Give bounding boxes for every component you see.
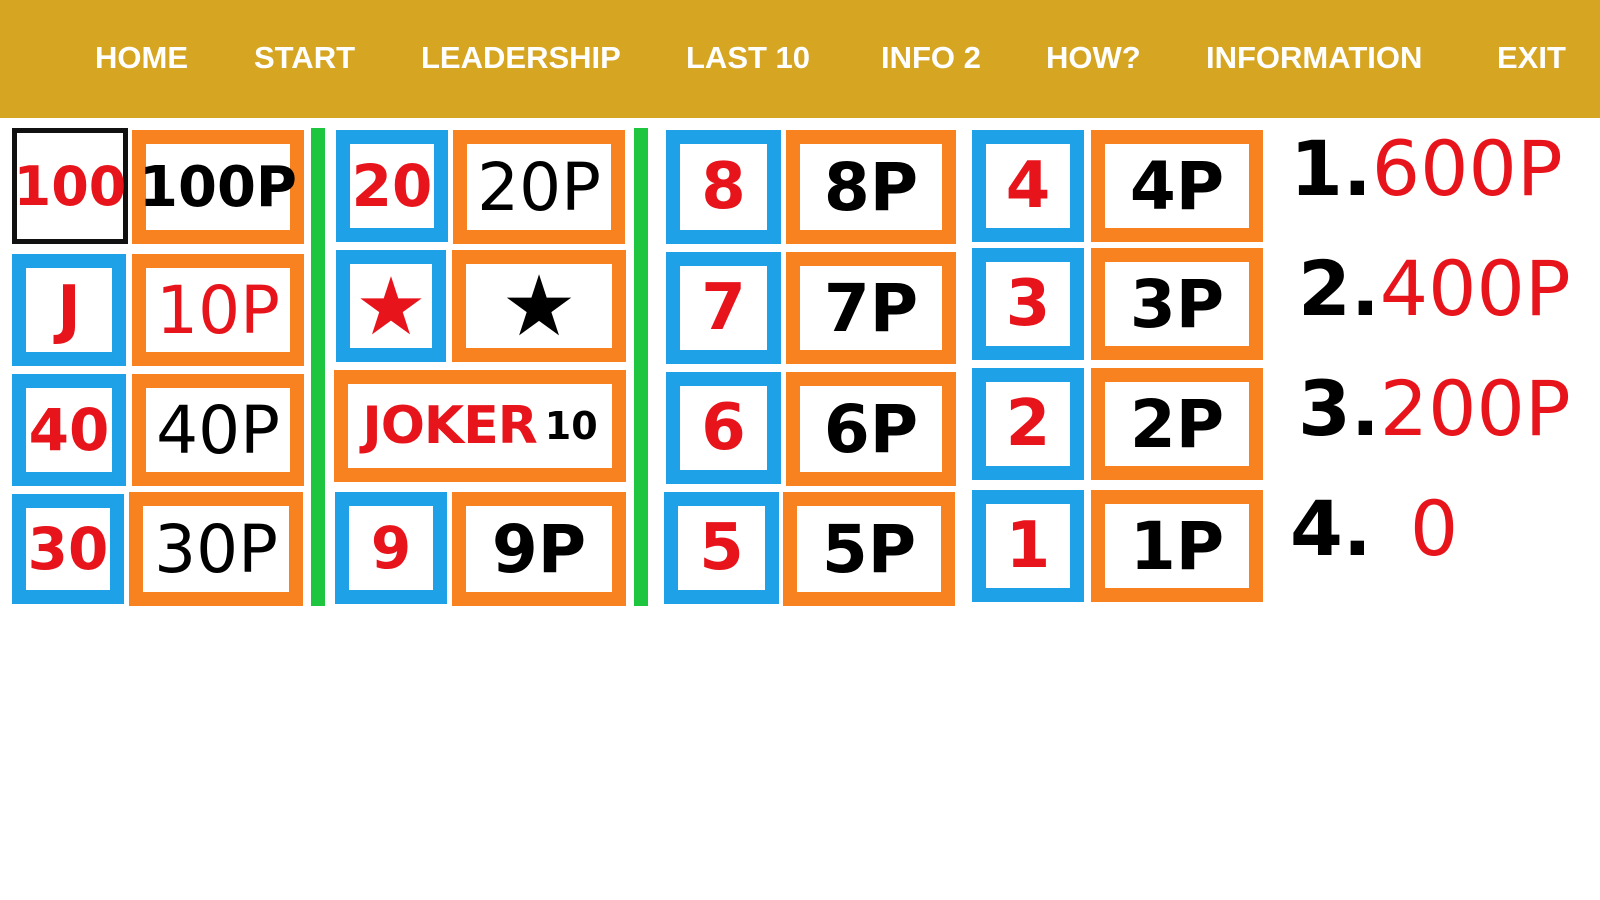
payout-10p[interactable]: 10P [132,254,304,366]
bet-symbol-40[interactable]: 40 [12,374,126,486]
bet-symbol-2[interactable]: 2 [972,368,1084,480]
rank-number: 2. [1298,244,1380,333]
rank-number: 3. [1298,364,1380,453]
bet-symbol-5[interactable]: 5 [664,492,779,604]
payout-4p[interactable]: 4P [1091,130,1263,242]
column-divider [634,128,648,606]
ranking-row-3: 3.200P [1298,364,1571,453]
payout-1p[interactable]: 1P [1091,490,1263,602]
star-icon: ★ [355,259,427,353]
bet-symbol-3[interactable]: 3 [972,248,1084,360]
payout-9p[interactable]: 9P [452,492,626,606]
ranking-row-4: 4. 0 [1290,484,1458,573]
rank-value: 600P [1371,124,1563,213]
bet-symbol-6[interactable]: 6 [666,372,781,484]
column-divider [311,128,325,606]
top-nav-bar: HOME START LEADERSHIP LAST 10 INFO 2 HOW… [0,0,1600,118]
bet-symbol-1[interactable]: 1 [972,490,1084,602]
rank-value: 200P [1379,364,1571,453]
ranking-row-1: 1.600P [1290,124,1563,213]
ranking-row-2: 2.400P [1298,244,1571,333]
rank-number: 4. [1290,484,1372,573]
payout-30p[interactable]: 30P [129,492,303,606]
bet-symbol-9[interactable]: 9 [335,492,447,604]
bet-symbol-8[interactable]: 8 [666,130,781,244]
payout-star[interactable]: ★ [452,250,626,362]
payout-3p[interactable]: 3P [1091,248,1263,360]
rank-number: 1. [1290,124,1372,213]
payout-40p[interactable]: 40P [132,374,304,486]
nav-last-10[interactable]: LAST 10 [686,40,811,75]
bet-symbol-30[interactable]: 30 [12,494,124,604]
payout-6p[interactable]: 6P [786,372,956,486]
bet-symbol-7[interactable]: 7 [666,252,781,364]
bet-symbol-20[interactable]: 20 [336,130,448,242]
nav-leadership[interactable]: LEADERSHIP [421,40,621,75]
nav-info-2[interactable]: INFO 2 [881,40,981,75]
payout-5p[interactable]: 5P [783,492,955,606]
nav-how[interactable]: HOW? [1046,40,1141,75]
payout-7p[interactable]: 7P [786,252,956,364]
bet-symbol-100[interactable]: 100 [12,128,128,244]
nav-information[interactable]: INFORMATION [1206,40,1423,75]
bet-symbol-star[interactable]: ★ [336,250,446,362]
bet-symbol-j[interactable]: J [12,254,126,366]
joker-button[interactable]: JOKER 10 [334,370,626,482]
joker-value: 10 [544,404,598,448]
joker-label: JOKER [362,396,537,456]
rank-value: 400P [1379,244,1571,333]
payout-2p[interactable]: 2P [1091,368,1263,480]
payout-8p[interactable]: 8P [786,130,956,244]
nav-exit[interactable]: EXIT [1497,40,1566,75]
rank-value: 0 [1385,484,1459,573]
nav-start[interactable]: START [254,40,356,75]
bet-symbol-4[interactable]: 4 [972,130,1084,242]
payout-100p[interactable]: 100P [132,130,304,244]
star-icon: ★ [501,257,577,355]
nav-home[interactable]: HOME [95,40,188,75]
payout-20p[interactable]: 20P [453,130,625,244]
